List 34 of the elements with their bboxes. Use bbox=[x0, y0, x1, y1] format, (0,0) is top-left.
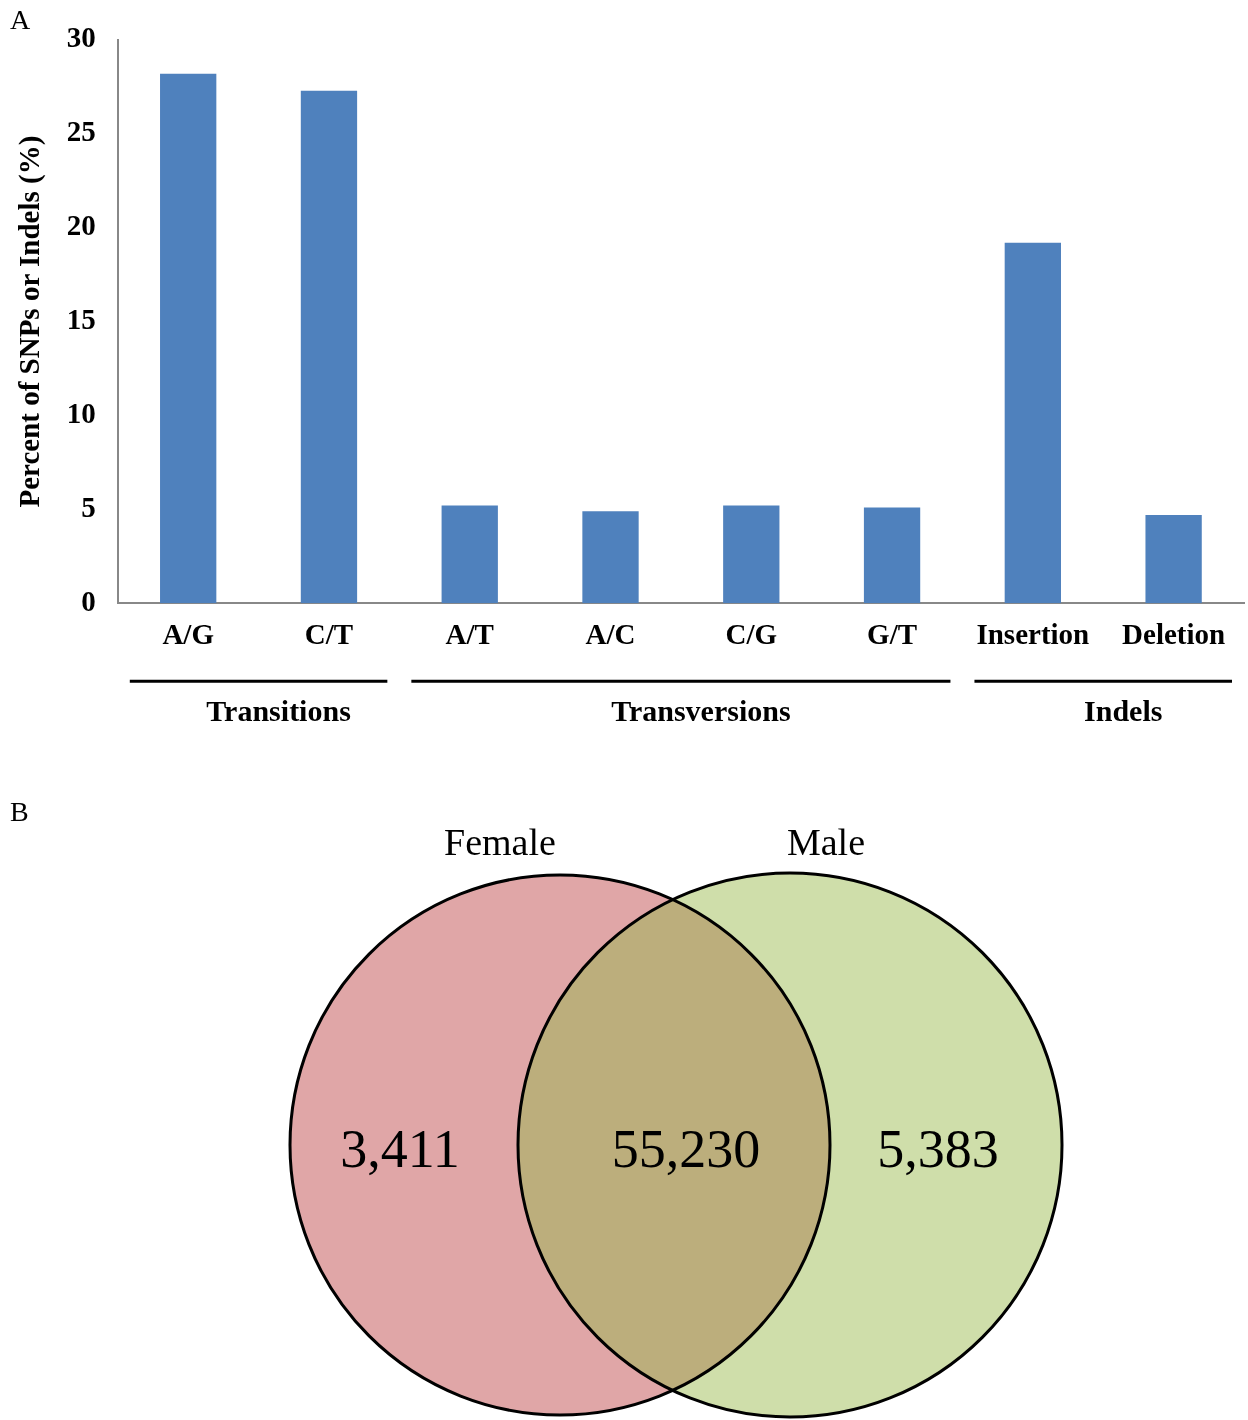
x-tick-label: C/T bbox=[304, 618, 354, 651]
x-tick-label: Insertion bbox=[976, 618, 1090, 651]
y-tick-label: 25 bbox=[66, 115, 96, 148]
bar bbox=[1145, 514, 1202, 604]
bar bbox=[1004, 242, 1061, 604]
category-label: Male bbox=[786, 821, 866, 863]
y-tick-label: 5 bbox=[81, 490, 96, 523]
text: Transversions bbox=[611, 693, 791, 727]
x-tick-label: A/T bbox=[445, 618, 494, 651]
bar bbox=[160, 73, 217, 604]
y-tick-label: 0 bbox=[81, 584, 96, 617]
bar bbox=[723, 505, 780, 604]
x-tick-label: C/G bbox=[725, 618, 778, 651]
y-tick-label: 30 bbox=[66, 21, 96, 54]
chart-title: A bbox=[10, 4, 31, 36]
category-label: Female bbox=[444, 821, 556, 863]
bar bbox=[300, 90, 358, 604]
text: B bbox=[10, 796, 29, 828]
x-tick-label: Deletion bbox=[1122, 618, 1226, 651]
data-label: 55,230 bbox=[611, 1119, 761, 1180]
bar bbox=[441, 505, 498, 604]
y-axis-title: Percent of SNPs or Indels (%) bbox=[12, 135, 46, 508]
text: Indels bbox=[1084, 693, 1163, 727]
data-label: 3,411 bbox=[340, 1119, 460, 1180]
y-tick-label: 10 bbox=[66, 396, 96, 429]
x-tick-label: G/T bbox=[867, 618, 918, 651]
bar bbox=[582, 511, 639, 604]
x-tick-label: A/G bbox=[162, 618, 214, 651]
data-label: 5,383 bbox=[877, 1119, 999, 1180]
bar bbox=[863, 507, 921, 604]
y-tick-label: 20 bbox=[66, 209, 96, 242]
x-tick-label: A/C bbox=[585, 618, 636, 651]
y-tick-label: 15 bbox=[66, 303, 96, 336]
text: Transitions bbox=[206, 693, 351, 727]
